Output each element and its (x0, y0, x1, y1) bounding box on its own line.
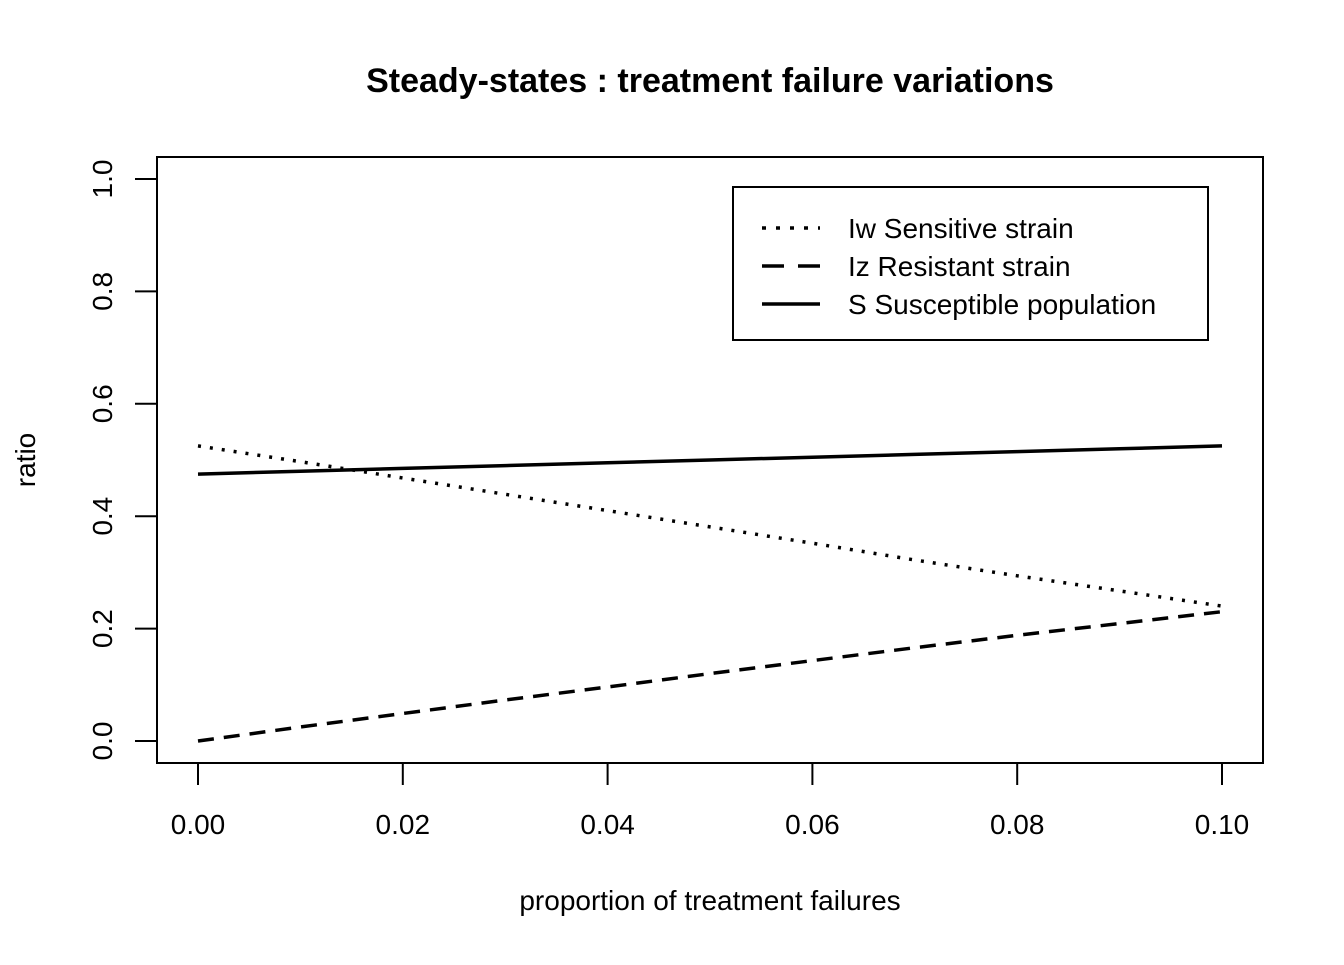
y-tick-label: 0.2 (87, 609, 118, 648)
legend-box (732, 186, 1209, 341)
x-axis-label: proportion of treatment failures (519, 885, 900, 916)
x-axis: 0.00 0.02 0.04 0.06 0.08 0.10 (171, 762, 1250, 840)
legend: Iw Sensitive strain Iz Resistant strain S … (732, 186, 1209, 341)
x-tick-label: 0.02 (376, 809, 431, 840)
legend-entry-label: Iw Sensitive strain (848, 213, 1074, 244)
y-tick-label: 0.6 (87, 384, 118, 423)
y-tick-label: 0.0 (87, 722, 118, 761)
y-tick-label: 0.8 (87, 272, 118, 311)
x-tick-label: 0.10 (1195, 809, 1250, 840)
x-tick-label: 0.04 (580, 809, 635, 840)
legend-entry-label: S Susceptible population (848, 289, 1156, 320)
series-layer (197, 444, 1223, 743)
series-line (197, 444, 1223, 476)
x-tick-label: 0.00 (171, 809, 226, 840)
series-line (197, 444, 1223, 608)
y-tick-label: 0.4 (87, 497, 118, 536)
y-axis-label: ratio (10, 433, 41, 487)
chart-title: Steady-states : treatment failure variat… (366, 62, 1054, 100)
legend-entry-label: Iz Resistant strain (848, 251, 1071, 282)
y-tick-label: 1.0 (87, 160, 118, 199)
x-tick-label: 0.06 (785, 809, 840, 840)
series-line (197, 609, 1223, 743)
x-tick-label: 0.08 (990, 809, 1045, 840)
y-axis: 0.0 0.2 0.4 0.6 0.8 1.0 (87, 160, 158, 761)
